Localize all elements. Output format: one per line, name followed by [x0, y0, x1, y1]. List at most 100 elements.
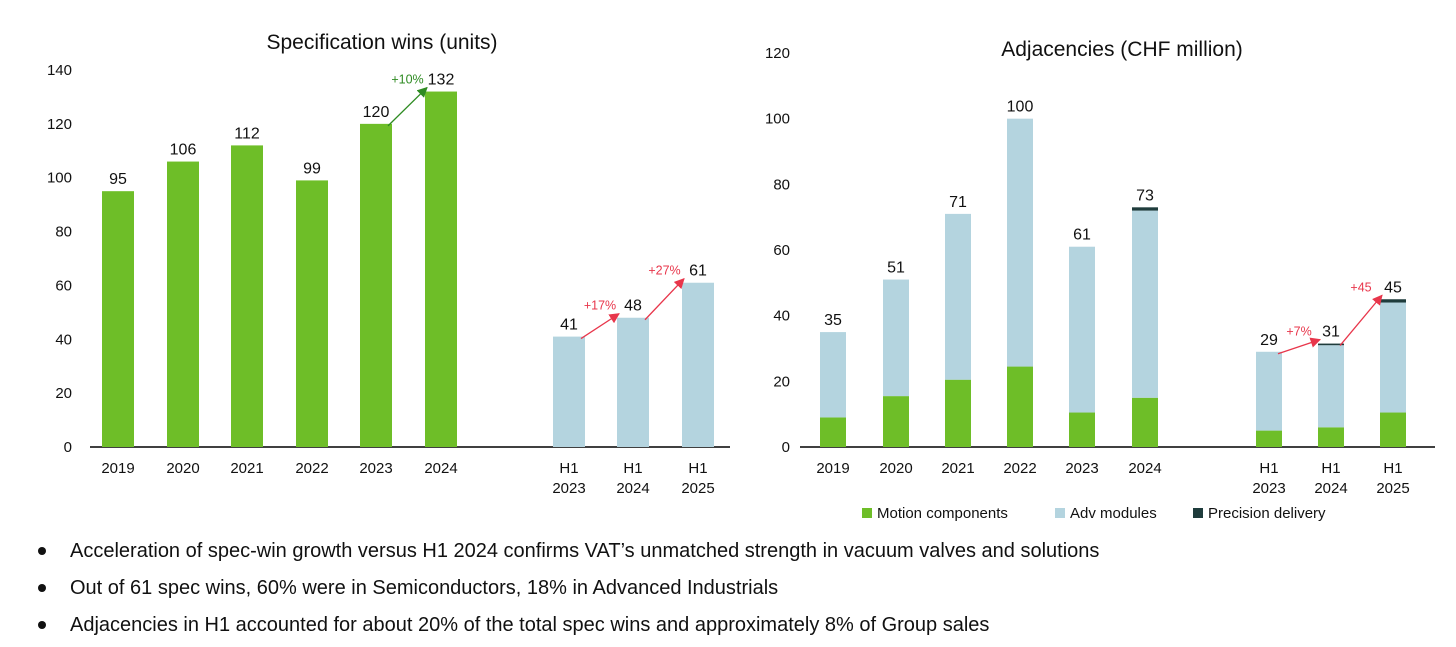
bar-value-label: 120	[363, 104, 390, 121]
y-tick-label: 20	[55, 385, 72, 402]
y-tick-label: 40	[773, 308, 790, 325]
y-tick-label: 40	[55, 331, 72, 348]
x-tick-label: H1 2023	[1252, 460, 1285, 497]
y-tick-label: 120	[765, 45, 790, 62]
x-tick-label: 2022	[1003, 460, 1036, 477]
bar	[167, 161, 199, 448]
bar-segment-precision-delivery	[1318, 343, 1344, 346]
growth-arrow	[387, 86, 428, 127]
bar-value-label: 48	[624, 298, 642, 315]
bar-segment-motion-components	[1256, 430, 1282, 447]
x-tick-label: 2021	[941, 460, 974, 477]
bar-segment-motion-components	[1069, 412, 1095, 447]
bar-segment-motion-components	[883, 396, 909, 447]
chart2-title: Adjacencies (CHF million)	[1001, 38, 1243, 61]
bar-segment-motion-components	[1380, 412, 1406, 447]
bar-total-label: 35	[824, 312, 842, 329]
growth-arrow	[1277, 337, 1321, 355]
bar-segment-motion-components	[1318, 427, 1344, 447]
bar-segment-adv-modules	[1380, 302, 1406, 413]
bar	[102, 191, 134, 447]
legend-swatch-motion-components	[862, 508, 872, 518]
growth-arrow	[580, 313, 620, 340]
y-tick-label: 80	[55, 224, 72, 241]
legend-swatch-adv-modules	[1055, 508, 1065, 518]
bar	[425, 91, 457, 448]
bar-total-label: 71	[949, 194, 967, 211]
bar-segment-motion-components	[820, 417, 846, 447]
growth-label: +45	[1350, 280, 1371, 294]
y-tick-label: 80	[773, 176, 790, 193]
bar-total-label: 73	[1136, 187, 1154, 204]
legend-swatch-precision-delivery	[1193, 508, 1203, 518]
x-tick-label: H1 2024	[1314, 460, 1347, 497]
y-tick-label: 60	[773, 242, 790, 259]
bullet-list: Acceleration of spec-win growth versus H…	[38, 536, 1438, 647]
growth-arrow	[644, 277, 685, 321]
bar-segment-motion-components	[1007, 366, 1033, 447]
y-tick-label: 0	[782, 439, 790, 456]
bar-total-label: 100	[1007, 99, 1034, 116]
adjacencies-chart: Adjacencies (CHF million) Motion compone…	[765, 38, 1435, 522]
bar-value-label: 112	[234, 125, 260, 142]
bar-value-label: 99	[303, 160, 321, 177]
bar-total-label: 29	[1260, 332, 1278, 349]
x-tick-label: 2023	[359, 460, 392, 477]
spec-wins-chart: Specification wins (units) 0 20 40 60 80 100 1…	[47, 31, 730, 497]
bar-value-label: 95	[109, 171, 127, 188]
x-tick-label: H1 2025	[681, 460, 714, 497]
bar-segment-adv-modules	[1007, 118, 1033, 367]
bar	[360, 123, 392, 447]
chart2-legend: Motion components Adv modules Precision …	[862, 505, 1326, 522]
bar-value-label: 41	[560, 317, 578, 334]
bar-segment-adv-modules	[820, 332, 846, 418]
x-tick-label: H1 2025	[1376, 460, 1409, 497]
y-tick-label: 100	[47, 170, 72, 187]
x-tick-label: H1 2023	[552, 460, 585, 497]
x-tick-label: 2024	[1128, 460, 1161, 477]
legend-label-adv-modules: Adv modules	[1070, 505, 1157, 522]
growth-arrow	[1339, 294, 1383, 346]
growth-label: +7%	[1286, 325, 1311, 339]
bar	[682, 282, 714, 447]
bar-segment-motion-components	[1132, 397, 1158, 447]
x-tick-label: 2021	[230, 460, 263, 477]
bar-segment-adv-modules	[1256, 351, 1282, 431]
legend-label-motion-components: Motion components	[877, 505, 1008, 522]
charts-area: Specification wins (units) 0 20 40 60 80 100 1…	[47, 31, 1435, 522]
x-tick-label: 2020	[879, 460, 912, 477]
bar-segment-adv-modules	[883, 279, 909, 397]
y-tick-label: 20	[773, 373, 790, 390]
x-tick-label: 2022	[295, 460, 328, 477]
bar-segment-precision-delivery	[1380, 299, 1406, 303]
bar-value-label: 61	[689, 263, 707, 280]
bar-total-label: 31	[1322, 324, 1340, 341]
growth-label: +10%	[391, 73, 423, 87]
bar-total-label: 51	[887, 260, 905, 277]
growth-label: +27%	[648, 264, 680, 278]
x-tick-label: 2019	[816, 460, 849, 477]
bar	[617, 317, 649, 447]
bar-segment-adv-modules	[1069, 246, 1095, 413]
bullet-item: Out of 61 spec wins, 60% were in Semicon…	[38, 573, 1438, 610]
bar	[296, 180, 328, 447]
bar-value-label: 132	[428, 72, 455, 89]
x-tick-label: 2024	[424, 460, 457, 477]
bar-total-label: 61	[1073, 227, 1091, 244]
bar-segment-adv-modules	[1132, 210, 1158, 398]
bar	[231, 145, 263, 447]
x-tick-label: 2019	[101, 460, 134, 477]
bar-segment-precision-delivery	[1132, 207, 1158, 211]
y-tick-label: 60	[55, 277, 72, 294]
y-tick-label: 100	[765, 111, 790, 128]
x-tick-label: 2020	[166, 460, 199, 477]
y-tick-label: 0	[64, 439, 72, 456]
bar-segment-motion-components	[945, 379, 971, 447]
growth-label: +17%	[584, 299, 616, 313]
bullet-item: Acceleration of spec-win growth versus H…	[38, 536, 1438, 573]
bullet-item: Adjacencies in H1 accounted for about 20…	[38, 610, 1438, 647]
y-tick-label: 140	[47, 62, 72, 79]
bar-value-label: 106	[170, 142, 197, 159]
x-tick-label: 2023	[1065, 460, 1098, 477]
x-tick-label: H1 2024	[616, 460, 649, 497]
